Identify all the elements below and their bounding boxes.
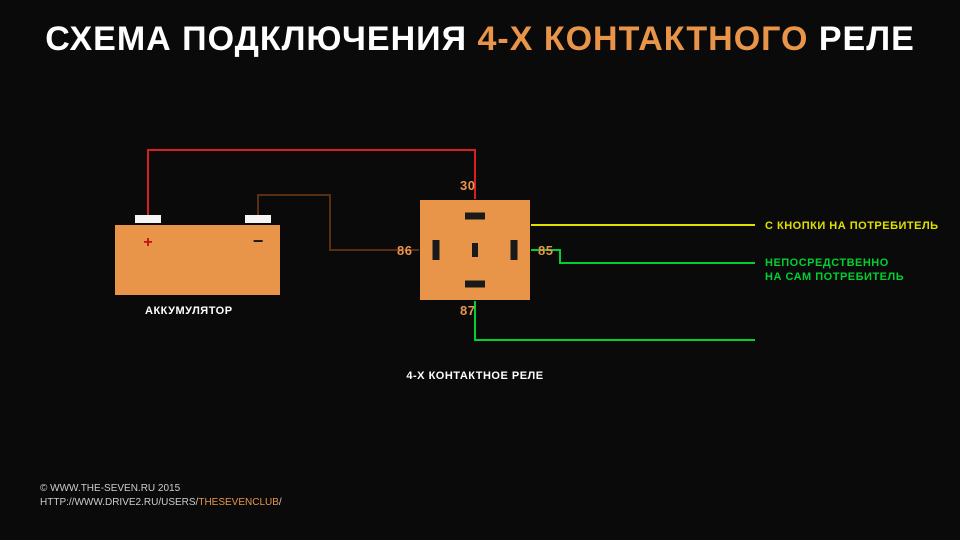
relay-pin-30	[465, 213, 485, 220]
relay-label: 4-Х КОНТАКТНОЕ РЕЛЕ	[400, 370, 550, 382]
footer-url-suffix: /	[279, 497, 282, 508]
footer-site: WWW.THE-SEVEN.RU	[50, 483, 155, 494]
wire-green-87-out	[475, 301, 755, 340]
pin-87-label: 87	[460, 303, 475, 318]
svg-text:+: +	[143, 234, 152, 251]
pin-30-label: 30	[460, 178, 475, 193]
battery-label: АККУМУЛЯТОР	[145, 305, 233, 317]
pin-85-label: 85	[538, 243, 553, 258]
pin-86-label: 86	[397, 243, 412, 258]
relay-pin-85	[511, 240, 518, 260]
footer: © WWW.THE-SEVEN.RU 2015 HTTP://WWW.DRIVE…	[40, 482, 282, 510]
footer-year: 2015	[155, 483, 180, 494]
output-yellow-label: С КНОПКИ НА ПОТРЕБИТЕЛЬ	[765, 220, 939, 232]
footer-line2: HTTP://WWW.DRIVE2.RU/USERS/THESEVENCLUB/	[40, 496, 282, 510]
relay	[420, 200, 530, 300]
svg-text:−: −	[253, 231, 264, 251]
relay-center-post	[472, 243, 478, 257]
battery: + −	[115, 215, 280, 295]
footer-user-link[interactable]: THESEVENCLUB	[198, 497, 279, 508]
footer-url-prefix: HTTP://WWW.DRIVE2.RU/USERS/	[40, 497, 198, 508]
relay-pin-86	[433, 240, 440, 260]
footer-copyright: ©	[40, 483, 50, 494]
relay-pin-87	[465, 281, 485, 288]
footer-line1: © WWW.THE-SEVEN.RU 2015	[40, 482, 282, 496]
output-green-label: НЕПОСРЕДСТВЕННОНА САМ ПОТРЕБИТЕЛЬ	[765, 256, 904, 285]
wire-green-85-out	[531, 250, 755, 263]
wire-brown-minus-to-86	[258, 195, 419, 250]
